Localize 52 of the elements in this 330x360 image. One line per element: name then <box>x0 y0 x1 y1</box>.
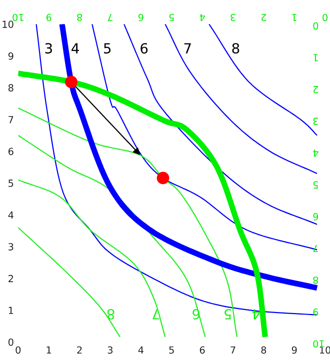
series-label: 3 <box>45 43 52 54</box>
x2-tick-label: 7 <box>108 14 113 22</box>
y2-tick-label: 8 <box>313 276 318 284</box>
x2-tick-label: 1 <box>292 14 296 22</box>
x2-tick-label: 5 <box>169 14 174 22</box>
x2-tick-label: 6 <box>138 14 144 22</box>
x-tick-label: 2 <box>77 346 82 354</box>
y2-tick-label: 10 <box>313 340 324 348</box>
series-label: 4 <box>252 309 260 320</box>
y2-tick-label: 5 <box>313 181 318 188</box>
x2-tick-label: 2 <box>262 14 266 22</box>
x-tick-label: 8 <box>261 346 266 354</box>
x-tick-label: 6 <box>200 346 205 354</box>
x2-tick-label: 0 <box>322 14 328 22</box>
y2-tick-label: 7 <box>313 244 318 252</box>
y2-tick-label: 3 <box>313 118 318 126</box>
y2-tick-label: 4 <box>313 150 318 157</box>
y-tick-label: 9 <box>8 52 14 60</box>
y-tick-label: 4 <box>8 211 14 219</box>
series-label: 7 <box>152 309 160 320</box>
y2-tick-label: 9 <box>313 308 318 316</box>
y2-tick-label: 2 <box>314 86 318 94</box>
x-tick-label: 0 <box>16 346 21 354</box>
x2-tick-label: 9 <box>46 14 52 22</box>
y2-tick-label: 1 <box>313 54 318 62</box>
y-tick-label: 7 <box>8 116 14 124</box>
y-tick-label: 3 <box>8 243 14 250</box>
series-label: 4 <box>72 43 79 54</box>
y-tick-label: 0 <box>8 338 14 346</box>
x-tick-label: 9 <box>292 346 297 354</box>
y-tick-label: 10 <box>2 20 14 28</box>
y-tick-label: 6 <box>8 148 14 156</box>
x2-tick-label: 3 <box>230 14 236 22</box>
y-tick-label: 1 <box>8 306 14 314</box>
series-label: 8 <box>107 309 114 320</box>
y-tick-label: 5 <box>8 180 14 187</box>
y-tick-label: 2 <box>8 274 14 282</box>
x-tick-label: 7 <box>230 346 236 354</box>
series-label: 7 <box>184 43 191 54</box>
x-tick-label: 4 <box>138 346 144 354</box>
y2-tick-label: 6 <box>313 213 318 220</box>
y-tick-label: 8 <box>8 84 14 92</box>
series-label: 5 <box>104 43 111 54</box>
x2-tick-label: 8 <box>77 14 82 22</box>
series-label: 5 <box>224 309 232 320</box>
x-tick-label: 1 <box>46 346 52 354</box>
x2-tick-label: 4 <box>200 14 205 22</box>
series-label: 6 <box>140 43 148 54</box>
x-tick-label: 3 <box>108 346 113 354</box>
y2-tick-label: 0 <box>313 22 318 30</box>
series-label: 8 <box>232 43 240 54</box>
x-tick-label: 5 <box>169 346 174 354</box>
